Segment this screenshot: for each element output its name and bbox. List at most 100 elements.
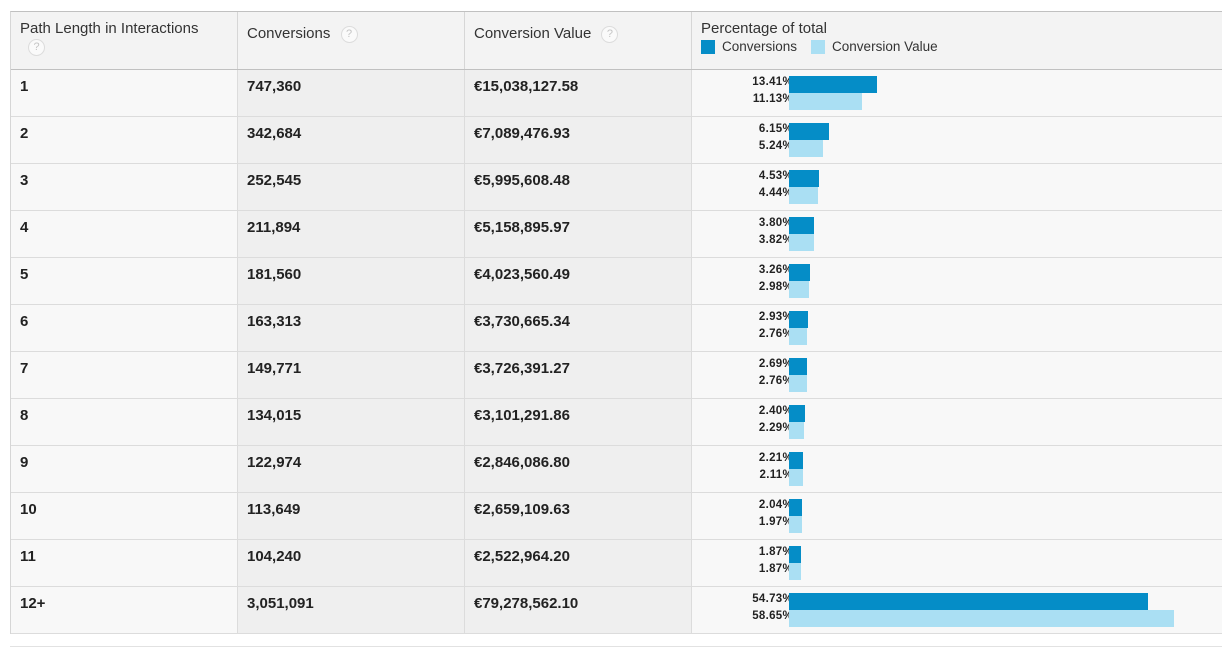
cell-path-length: 5 — [11, 258, 238, 304]
conversions-value: 104,240 — [247, 548, 302, 565]
cell-percentage-chart: 1.87% 1.87% — [692, 540, 1222, 586]
conversions-percent-label: 54.73% — [752, 593, 793, 605]
conversions-bar — [789, 170, 819, 187]
header-conversions-label: Conversions — [247, 25, 331, 42]
table-body: 1 747,360 €15,038,127.58 13.41% 11.13% 2… — [11, 70, 1222, 634]
conversion-value-amount: €5,158,895.97 — [474, 219, 570, 236]
header-path-length-label: Path Length in Interactions — [20, 20, 199, 37]
cell-conversion-value: €2,659,109.63 — [465, 493, 692, 539]
table-row: 9 122,974 €2,846,086.80 2.21% 2.11% — [11, 446, 1222, 493]
header-conversion-value[interactable]: Conversion Value ? — [465, 12, 692, 69]
cell-percentage-chart: 13.41% 11.13% — [692, 70, 1222, 116]
conversion-value-percent-label: 5.24% — [758, 140, 793, 152]
conversions-value: 163,313 — [247, 313, 302, 330]
conversion-value-amount: €7,089,476.93 — [474, 125, 570, 142]
conversions-bar — [789, 76, 877, 93]
path-length-value: 12+ — [20, 595, 46, 612]
cell-path-length: 8 — [11, 399, 238, 445]
cell-path-length: 4 — [11, 211, 238, 257]
header-percentage-label: Percentage of total — [701, 20, 827, 37]
conversion-value-bar — [789, 93, 862, 110]
conversion-value-percent-label: 1.97% — [758, 516, 793, 528]
table-row: 1 747,360 €15,038,127.58 13.41% 11.13% — [11, 70, 1222, 117]
cell-conversion-value: €5,995,608.48 — [465, 164, 692, 210]
cell-conversion-value: €4,023,560.49 — [465, 258, 692, 304]
header-conversions[interactable]: Conversions ? — [238, 12, 465, 69]
conversions-value: 113,649 — [247, 501, 301, 518]
conversions-value: 211,894 — [247, 219, 301, 236]
cell-conversion-value: €3,726,391.27 — [465, 352, 692, 398]
conversions-value: 342,684 — [247, 125, 302, 142]
cell-percentage-chart: 2.04% 1.97% — [692, 493, 1222, 539]
conversion-value-bar — [789, 375, 808, 392]
cell-conversions: 163,313 — [238, 305, 465, 351]
conversions-bar — [789, 217, 814, 234]
cell-percentage-chart: 6.15% 5.24% — [692, 117, 1222, 163]
cell-path-length: 10 — [11, 493, 238, 539]
table-row: 8 134,015 €3,101,291.86 2.40% 2.29% — [11, 399, 1222, 446]
cell-conversions: 181,560 — [238, 258, 465, 304]
header-path-length[interactable]: Path Length in Interactions ? — [11, 12, 238, 69]
legend-label-conversion-value: Conversion Value — [832, 39, 938, 54]
conversion-value-percent-label: 2.76% — [758, 328, 793, 340]
help-icon[interactable]: ? — [340, 25, 358, 43]
conversions-value: 181,560 — [247, 266, 302, 283]
conversion-value-amount: €4,023,560.49 — [474, 266, 570, 283]
cell-conversions: 211,894 — [238, 211, 465, 257]
cell-percentage-chart: 2.40% 2.29% — [692, 399, 1222, 445]
conversions-percent-label: 1.87% — [758, 546, 793, 558]
cell-percentage-chart: 2.21% 2.11% — [692, 446, 1222, 492]
conversion-value-bar — [789, 187, 819, 204]
conversions-bar — [789, 405, 805, 422]
help-icon[interactable]: ? — [601, 25, 619, 43]
cell-conversions: 113,649 — [238, 493, 465, 539]
cell-conversion-value: €7,089,476.93 — [465, 117, 692, 163]
conversion-value-bar — [789, 469, 803, 486]
conversions-percent-label: 13.41% — [752, 76, 793, 88]
table-row: 12+ 3,051,091 €79,278,562.10 54.73% 58.6… — [11, 587, 1222, 634]
conversion-value-amount: €3,101,291.86 — [474, 407, 570, 424]
conversions-percent-label: 4.53% — [758, 170, 793, 182]
conversion-value-percent-label: 3.82% — [758, 234, 793, 246]
conversion-value-amount: €3,726,391.27 — [474, 360, 570, 377]
cell-conversions: 122,974 — [238, 446, 465, 492]
conversion-value-percent-label: 2.98% — [758, 281, 793, 293]
conversion-value-percent-label: 2.29% — [758, 422, 793, 434]
conversions-percent-label: 6.15% — [758, 123, 793, 135]
conversion-value-percent-label: 11.13% — [752, 93, 793, 105]
table-row: 2 342,684 €7,089,476.93 6.15% 5.24% — [11, 117, 1222, 164]
cell-conversion-value: €3,101,291.86 — [465, 399, 692, 445]
conversions-percent-label: 2.93% — [758, 311, 793, 323]
conversions-bar — [789, 358, 807, 375]
conversion-value-bar — [789, 234, 815, 251]
conversions-value: 747,360 — [247, 78, 302, 95]
conversions-value: 122,974 — [247, 454, 302, 471]
cell-percentage-chart: 3.80% 3.82% — [692, 211, 1222, 257]
chart-legend: Conversions Conversion Value — [701, 39, 1222, 54]
conversions-value: 134,015 — [247, 407, 302, 424]
cell-conversion-value: €2,522,964.20 — [465, 540, 692, 586]
conversion-value-amount: €15,038,127.58 — [474, 78, 579, 95]
cell-path-length: 1 — [11, 70, 238, 116]
cell-conversion-value: €2,846,086.80 — [465, 446, 692, 492]
conversions-percent-label: 2.40% — [758, 405, 793, 417]
path-length-value: 5 — [20, 266, 29, 283]
table-row: 6 163,313 €3,730,665.34 2.93% 2.76% — [11, 305, 1222, 352]
cell-conversions: 134,015 — [238, 399, 465, 445]
cell-conversions: 342,684 — [238, 117, 465, 163]
cell-path-length: 2 — [11, 117, 238, 163]
conversions-bar — [789, 123, 830, 140]
header-percentage-of-total: Percentage of total Conversions Conversi… — [692, 12, 1222, 69]
conversion-value-amount: €5,995,608.48 — [474, 172, 570, 189]
help-icon[interactable]: ? — [28, 39, 45, 56]
path-length-table: Path Length in Interactions ? Conversion… — [10, 11, 1222, 634]
conversion-value-amount: €2,846,086.80 — [474, 454, 570, 471]
table-header: Path Length in Interactions ? Conversion… — [11, 12, 1222, 70]
conversions-percent-label: 2.04% — [758, 499, 793, 511]
conversion-value-bar — [789, 328, 808, 345]
legend-swatch-conversions — [701, 39, 715, 54]
conversion-value-bar — [789, 610, 1174, 627]
path-length-value: 6 — [20, 313, 29, 330]
path-length-value: 7 — [20, 360, 29, 377]
conversions-bar — [789, 311, 809, 328]
